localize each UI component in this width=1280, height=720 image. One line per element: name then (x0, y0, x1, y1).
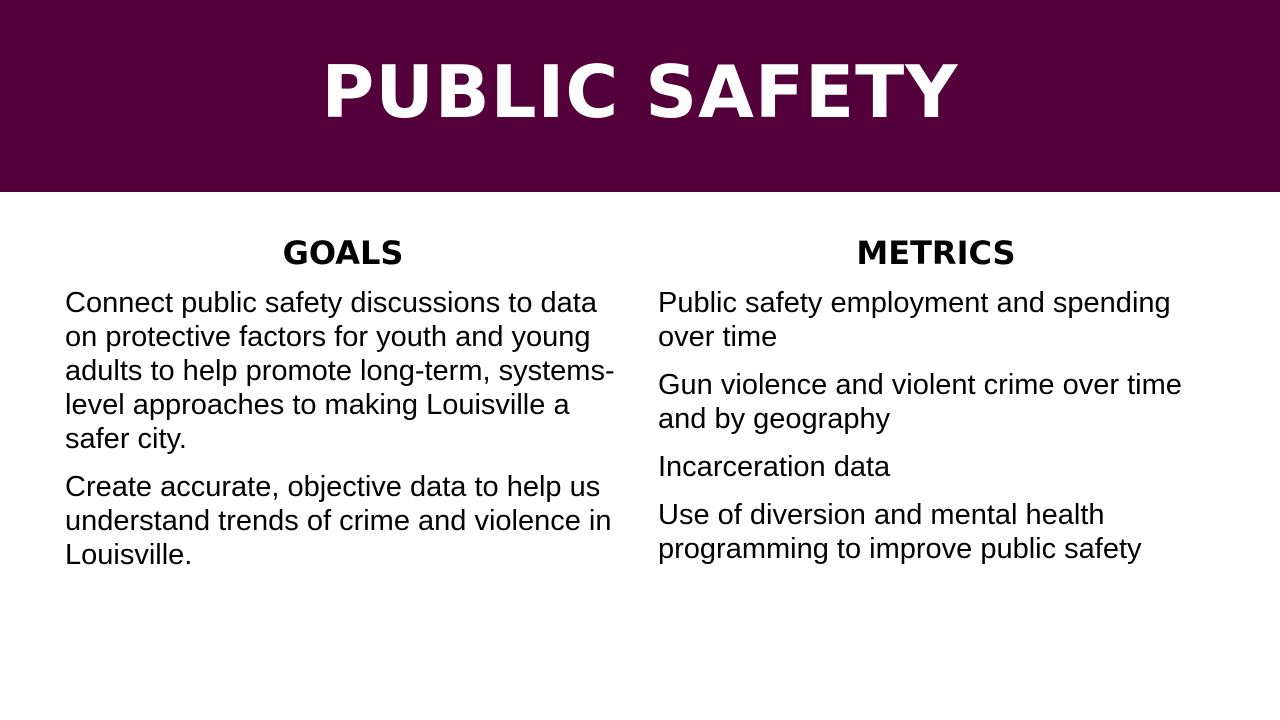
title-banner: PUBLIC SAFETY (0, 0, 1280, 192)
goals-item: Connect public safety discussions to dat… (65, 287, 615, 455)
goals-list: Connect public safety discussions to dat… (65, 286, 625, 572)
goals-item: Create accurate, objective data to help … (65, 471, 612, 571)
metrics-heading: METRICS (856, 234, 1016, 272)
slide-title: PUBLIC SAFETY (321, 50, 959, 134)
goals-heading: GOALS (282, 234, 404, 272)
metrics-list: Public safety employment and spending ov… (658, 286, 1218, 566)
metrics-item: Incarceration data (658, 451, 891, 483)
metrics-item: Public safety employment and spending ov… (658, 287, 1171, 353)
metrics-item: Use of diversion and mental health progr… (658, 499, 1142, 565)
metrics-column: METRICS Public safety employment and spe… (658, 230, 1218, 580)
metrics-item: Gun violence and violent crime over time… (658, 369, 1182, 435)
goals-column: GOALS Connect public safety discussions … (65, 230, 625, 586)
